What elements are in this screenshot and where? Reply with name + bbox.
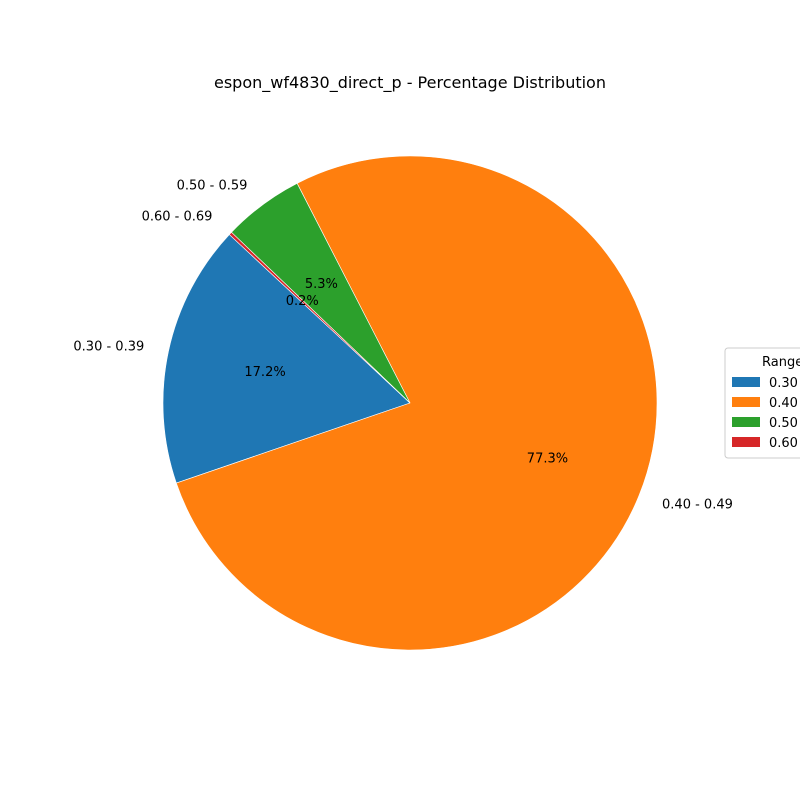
pie-slices	[162, 155, 658, 651]
slice-label-4: 0.60 - 0.69	[142, 209, 213, 224]
slice-label-2: 0.40 - 0.49	[662, 498, 733, 513]
pie-slice-4	[228, 231, 411, 404]
slice-percent-1: 17.2%	[244, 365, 285, 380]
legend-swatch-4	[732, 437, 760, 447]
legend-label-4: 0.60	[769, 436, 798, 451]
chart-title: espon_wf4830_direct_p - Percentage Distr…	[214, 73, 606, 93]
legend-title: Range	[762, 355, 800, 370]
legend-label-2: 0.40	[769, 396, 798, 411]
slice-labels: 0.30 - 0.39 17.2% 0.40 - 0.49 77.3% 0.50 - 0…	[73, 178, 732, 512]
slice-percent-3: 5.3%	[305, 277, 338, 292]
legend-label-1: 0.30	[769, 376, 798, 391]
slice-percent-4: 0.2%	[286, 294, 319, 309]
legend-label-3: 0.50	[769, 416, 798, 431]
pie-slice-2	[175, 155, 658, 651]
slice-percent-2: 77.3%	[527, 451, 568, 466]
legend-swatch-1	[732, 377, 760, 387]
legend-swatch-2	[732, 397, 760, 407]
pie-slice-1	[162, 234, 411, 484]
legend-swatch-3	[732, 417, 760, 427]
legend: Range 0.30 0.40 0.50 0.60	[724, 347, 800, 459]
legend-frame	[724, 347, 800, 459]
slice-label-1: 0.30 - 0.39	[73, 339, 144, 354]
slice-label-3: 0.50 - 0.59	[177, 178, 248, 193]
